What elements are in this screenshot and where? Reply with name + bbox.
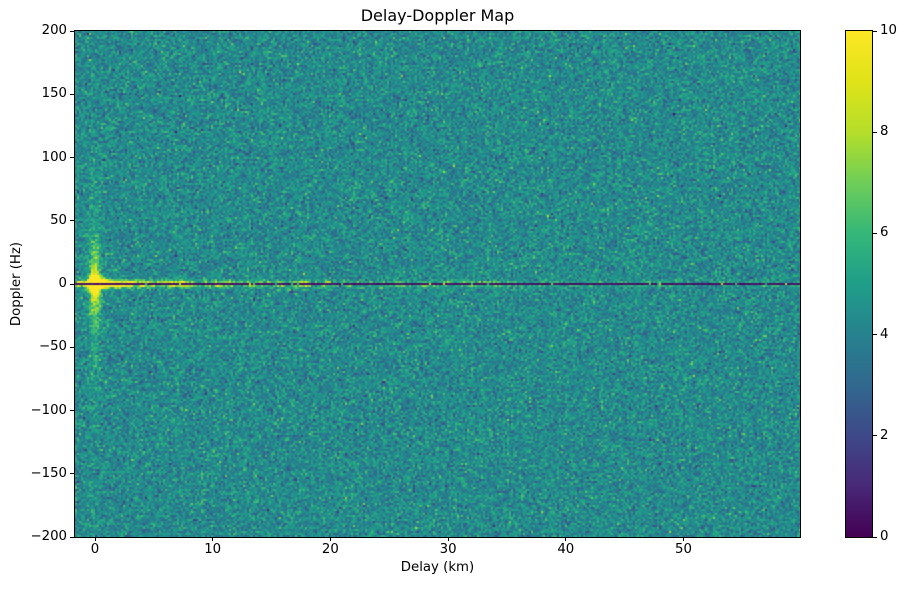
x-tick-label: 0 (90, 542, 100, 557)
y-tick-label: −50 (38, 339, 67, 355)
x-tick-mark (565, 537, 567, 541)
colorbar-tick-mark (873, 232, 877, 234)
x-tick-mark (682, 537, 684, 541)
x-tick-mark (212, 537, 214, 541)
colorbar-tick-mark (873, 536, 877, 538)
y-tick-label: 100 (41, 149, 67, 165)
plot-area (74, 30, 801, 538)
colorbar-tick-label: 8 (880, 124, 889, 140)
heatmap-canvas (75, 31, 800, 537)
y-tick-label: −100 (30, 402, 67, 418)
colorbar-tick-label: 4 (880, 326, 889, 342)
colorbar-tick-mark (873, 131, 877, 133)
colorbar-tick-mark (873, 435, 877, 437)
y-tick-mark (70, 536, 74, 538)
colorbar (845, 30, 873, 538)
x-tick-mark (329, 537, 331, 541)
colorbar-tick-mark (873, 334, 877, 336)
y-tick-mark (70, 30, 74, 32)
colorbar-tick-mark (873, 30, 877, 32)
y-tick-label: 0 (58, 276, 67, 291)
x-tick-label: 40 (557, 542, 575, 557)
x-tick-label: 30 (439, 542, 457, 557)
x-axis-label: Delay (km) (400, 560, 475, 575)
colorbar-tick-label: 0 (880, 529, 889, 544)
y-tick-mark (70, 346, 74, 348)
x-tick-label: 10 (204, 542, 222, 557)
colorbar-tick-label: 10 (880, 23, 897, 38)
y-tick-mark (70, 473, 74, 475)
colorbar-canvas (846, 31, 872, 537)
x-tick-mark (94, 537, 96, 541)
y-tick-label: 200 (41, 23, 67, 38)
y-tick-mark (70, 93, 74, 95)
x-tick-mark (447, 537, 449, 541)
y-axis-label: Doppler (Hz) (9, 241, 24, 327)
x-tick-label: 50 (675, 542, 692, 557)
y-tick-mark (70, 283, 74, 285)
chart-title: Delay-Doppler Map (360, 6, 515, 25)
y-tick-label: 50 (50, 212, 67, 228)
colorbar-tick-label: 6 (880, 225, 889, 241)
y-tick-label: −200 (30, 529, 67, 544)
y-tick-label: −150 (30, 465, 67, 481)
y-tick-label: 150 (41, 86, 67, 102)
x-tick-label: 20 (321, 542, 339, 557)
y-tick-mark (70, 410, 74, 411)
y-tick-mark (70, 220, 74, 222)
y-tick-mark (70, 157, 74, 158)
colorbar-tick-label: 2 (880, 427, 889, 443)
